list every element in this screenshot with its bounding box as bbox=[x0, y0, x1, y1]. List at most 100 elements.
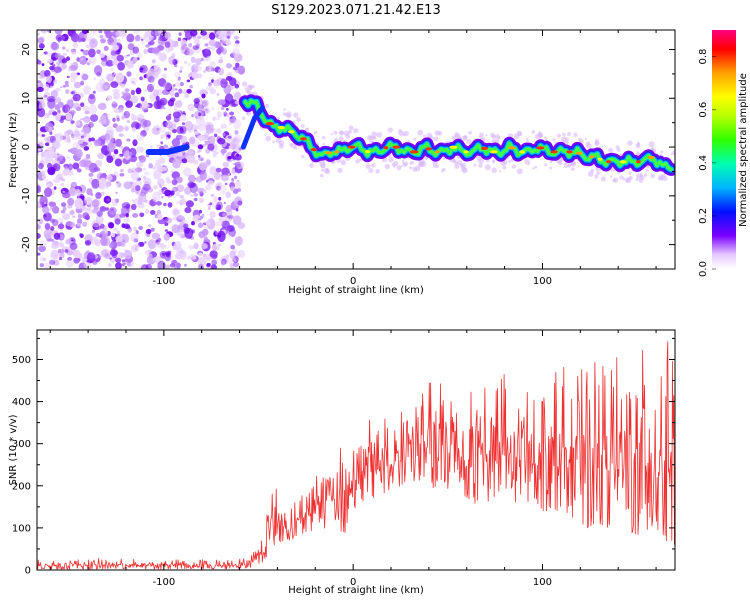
noise-blob bbox=[138, 192, 147, 203]
ridge-halo-point bbox=[246, 90, 252, 95]
noise-blob bbox=[185, 149, 194, 158]
noise-blob bbox=[65, 89, 70, 95]
noise-blob bbox=[109, 243, 114, 249]
noise-blob bbox=[112, 58, 119, 67]
ridge-halo-point bbox=[490, 132, 495, 138]
noise-blob bbox=[70, 62, 74, 66]
ridge-halo-point bbox=[320, 163, 326, 169]
noise-blob bbox=[115, 235, 124, 242]
ridge-hotspot bbox=[383, 146, 389, 150]
noise-blob bbox=[146, 83, 155, 93]
noise-blob bbox=[237, 200, 243, 206]
ridge-halo-point bbox=[531, 130, 536, 134]
noise-blob bbox=[62, 213, 70, 220]
noise-blob bbox=[225, 191, 232, 199]
noise-blob bbox=[56, 61, 60, 66]
noise-blob bbox=[57, 249, 62, 254]
noise-blob bbox=[136, 134, 145, 142]
noise-blob bbox=[213, 196, 219, 202]
noise-blob bbox=[126, 54, 130, 57]
noise-blob bbox=[177, 77, 181, 82]
snr-plot-area bbox=[37, 341, 675, 570]
noise-blob bbox=[206, 263, 211, 268]
noise-blob bbox=[54, 104, 61, 111]
noise-blob bbox=[160, 134, 165, 139]
noise-blob bbox=[48, 112, 52, 116]
noise-blob bbox=[140, 38, 144, 42]
ridge-halo-point bbox=[413, 137, 417, 141]
ridge-halo-point bbox=[277, 116, 280, 120]
noise-blob bbox=[116, 38, 122, 44]
noise-blob bbox=[66, 156, 70, 159]
noise-blob bbox=[102, 82, 111, 91]
noise-blob bbox=[163, 202, 167, 207]
noise-blob bbox=[202, 107, 211, 115]
noise-blob bbox=[94, 65, 103, 76]
noise-blob bbox=[229, 234, 232, 238]
noise-blob bbox=[42, 83, 50, 93]
noise-blob bbox=[50, 249, 59, 260]
y-tick-label: 20 bbox=[21, 43, 32, 56]
noise-blob bbox=[112, 117, 116, 123]
noise-blob bbox=[184, 207, 192, 214]
noise-blob bbox=[65, 259, 74, 268]
noise-blob bbox=[183, 223, 189, 229]
ridge-halo-point bbox=[400, 164, 403, 167]
noise-blob bbox=[202, 69, 207, 73]
noise-blob bbox=[59, 242, 65, 248]
noise-blob bbox=[174, 82, 181, 88]
noise-blob bbox=[88, 104, 98, 115]
ridge-halo-point bbox=[283, 108, 287, 111]
noise-blob bbox=[218, 59, 224, 64]
noise-blob bbox=[131, 127, 137, 132]
noise-blob bbox=[41, 170, 46, 175]
noise-blob bbox=[204, 236, 208, 241]
ridge-halo-point bbox=[463, 135, 468, 139]
noise-blob bbox=[131, 167, 138, 174]
noise-blob bbox=[188, 174, 196, 183]
ridge-halo-point bbox=[619, 175, 624, 180]
ridge-halo-point bbox=[296, 117, 301, 122]
noise-blob bbox=[143, 181, 151, 188]
noise-blob bbox=[93, 77, 97, 81]
noise-blob bbox=[37, 59, 40, 65]
noise-blob bbox=[79, 55, 88, 65]
noise-blob bbox=[130, 181, 133, 185]
noise-blob bbox=[135, 87, 142, 95]
noise-blob bbox=[53, 177, 61, 184]
noise-blob bbox=[56, 211, 60, 214]
noise-blob bbox=[130, 232, 139, 243]
noise-blob bbox=[212, 245, 218, 251]
noise-blob bbox=[121, 259, 126, 263]
ridge-hotspot bbox=[597, 157, 603, 161]
noise-blob bbox=[189, 84, 193, 89]
noise-blob bbox=[58, 257, 63, 261]
noise-blob bbox=[172, 40, 179, 48]
noise-blob bbox=[206, 149, 209, 152]
noise-blob bbox=[229, 77, 237, 86]
noise-blob bbox=[166, 179, 172, 184]
noise-blob bbox=[174, 88, 178, 91]
noise-blob bbox=[178, 88, 183, 94]
noise-blob bbox=[225, 204, 233, 213]
noise-blob bbox=[120, 96, 125, 99]
noise-blob bbox=[237, 188, 242, 192]
ridge-halo-point bbox=[338, 136, 344, 142]
noise-blob bbox=[116, 115, 120, 120]
noise-blob bbox=[135, 185, 141, 192]
noise-blob bbox=[184, 263, 187, 267]
noise-blob bbox=[193, 192, 199, 197]
noise-blob bbox=[173, 262, 181, 269]
noise-blob bbox=[116, 54, 124, 62]
noise-blob bbox=[192, 45, 199, 50]
noise-blob bbox=[72, 215, 76, 218]
noise-blob bbox=[211, 106, 215, 111]
noise-blob bbox=[154, 66, 162, 75]
noise-blob bbox=[152, 191, 161, 203]
noise-blob bbox=[75, 189, 81, 197]
noise-blob bbox=[206, 55, 211, 62]
ridge-halo-point bbox=[485, 134, 488, 137]
noise-blob bbox=[66, 129, 74, 135]
noise-blob bbox=[62, 169, 69, 176]
noise-blob bbox=[220, 123, 228, 129]
